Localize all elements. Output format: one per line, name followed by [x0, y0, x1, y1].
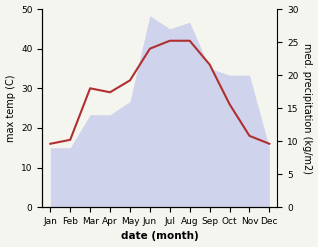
- Y-axis label: max temp (C): max temp (C): [5, 74, 16, 142]
- Y-axis label: med. precipitation (kg/m2): med. precipitation (kg/m2): [302, 43, 313, 174]
- X-axis label: date (month): date (month): [121, 231, 199, 242]
